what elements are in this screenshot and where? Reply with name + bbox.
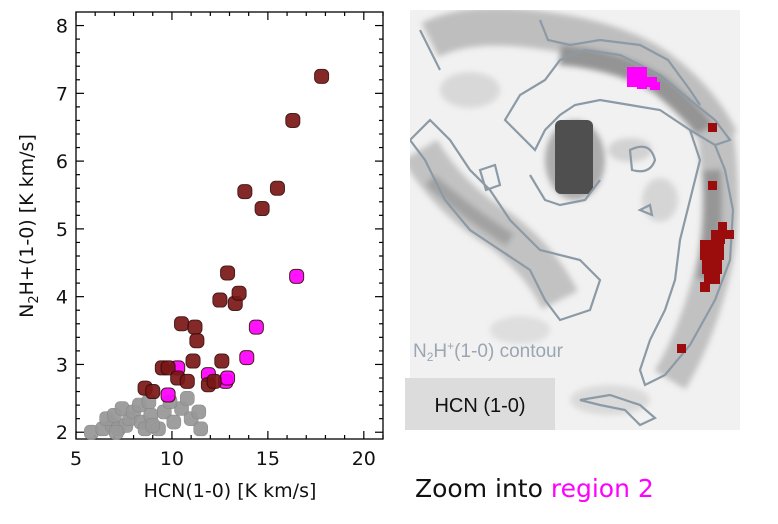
magenta-point [239,350,255,366]
hcn-legend-box [405,378,555,430]
dark-red-point [189,333,205,349]
magenta-point [289,268,305,284]
y-tick-label: 6 [56,151,68,173]
zoom-caption: Zoom into region 2 [415,474,654,503]
magenta-point [160,387,176,403]
y-tick-label: 8 [56,16,68,38]
grey-point [191,404,207,420]
magenta-point [248,319,264,335]
zoom-caption-highlight: region 2 [551,474,654,503]
data-points [84,68,330,440]
x-tick-label: 15 [256,448,280,470]
dark-red-point [285,112,301,128]
contour-label-subscript: 2 [427,350,434,364]
dark-core [555,120,593,194]
hcn-legend-label: HCN (1-0) [434,395,525,417]
dark-red-point [237,184,253,200]
dark-red-point [231,285,247,301]
grey-point [145,418,161,433]
grey-point [166,414,182,430]
x-tick-label: 5 [70,448,82,470]
grey-point [193,421,209,437]
dark-red-point [254,201,270,217]
axis-ticks: 5 10 15 20 2 3 4 5 6 7 8 [56,12,384,470]
dark-red-point [214,353,230,369]
dark-red-point [314,68,330,84]
y-tick-label: 5 [56,219,68,241]
contour-label-superscript: + [447,339,454,353]
dark-red-point [220,265,236,281]
dark-red-point [185,353,201,369]
dark-red-point [174,316,190,332]
dark-red-point [160,360,176,376]
dark-red-point [187,319,203,335]
dark-red-point [145,384,161,400]
hcn-emission-map [410,10,738,427]
y-tick-label: 2 [56,422,68,444]
zoom-caption-text: Zoom into [415,474,551,503]
map-panel: N2H+(1-0) contour HCN (1-0) [405,10,740,430]
y-tick-label: 3 [56,354,68,376]
red-region-pixels [677,123,734,353]
y-axis-label: N2H+(1-0) [K km/s] [16,134,42,318]
grey-point [179,391,195,406]
dark-red-point [179,373,195,389]
scatter-chart: 5 10 15 20 2 3 4 5 6 7 8 HCN(1-0) [K km/s] N2H+(1-… [16,11,384,502]
dark-red-point [212,292,228,308]
contour-label: N2H+(1-0) contour [413,339,564,364]
plot-frame [75,11,384,440]
magenta-point [220,370,236,386]
y-tick-label: 4 [56,287,68,309]
x-axis-label: HCN(1-0) [K km/s] [144,480,317,502]
dark-red-point [269,180,285,196]
y-tick-label: 7 [56,83,68,105]
x-tick-label: 10 [160,448,184,470]
grey-point [108,424,124,440]
dark-red-point [206,373,222,389]
region-2-pixels [627,67,660,90]
y-axis-label-subscript: 2 [27,295,42,303]
x-tick-label: 20 [352,448,376,470]
